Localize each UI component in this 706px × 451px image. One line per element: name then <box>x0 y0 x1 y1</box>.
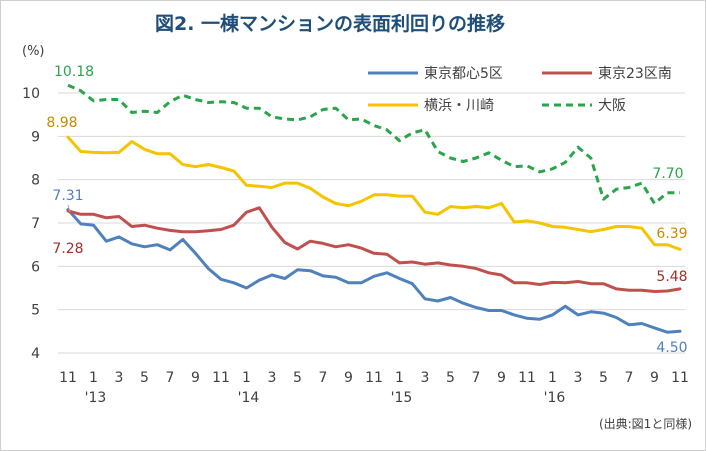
x-year-label: '14 <box>238 390 260 406</box>
legend-label: 東京23区南 <box>598 66 672 82</box>
x-year-label: '15 <box>391 390 413 406</box>
x-tick-label: 1 <box>395 370 404 386</box>
chart-title: 図2. 一棟マンションの表面利回りの推移 <box>155 12 505 35</box>
x-tick-label: 7 <box>625 370 634 386</box>
x-tick-label: 9 <box>497 370 506 386</box>
x-tick-label: 3 <box>115 370 124 386</box>
y-axis-ticks: 4 5 6 7 8 9 10 <box>22 86 40 362</box>
y-tick-label: 4 <box>31 346 40 362</box>
data-label-last: 6.39 <box>656 226 687 242</box>
data-label-first: 8.98 <box>46 115 77 131</box>
x-tick-label: 5 <box>599 370 608 386</box>
x-tick-label: 11 <box>365 370 383 386</box>
y-tick-label: 10 <box>22 86 40 102</box>
gridlines <box>58 92 685 354</box>
data-label-last: 5.48 <box>656 269 687 285</box>
y-tick-label: 8 <box>31 173 40 189</box>
x-tick-label: 11 <box>59 370 77 386</box>
x-tick-label: 7 <box>166 370 175 386</box>
x-tick-label: 1 <box>242 370 251 386</box>
x-tick-label: 5 <box>446 370 455 386</box>
x-tick-label: 9 <box>650 370 659 386</box>
x-tick-label: 5 <box>140 370 149 386</box>
x-tick-label: 11 <box>518 370 536 386</box>
legend-label: 東京都心5区 <box>424 66 503 82</box>
data-label-first: 7.31 <box>52 188 83 204</box>
source-note: (出典:図1と同様) <box>599 417 692 431</box>
series-lines <box>66 83 682 334</box>
series-line-0 <box>66 208 682 334</box>
legend-label: 大阪 <box>598 98 626 114</box>
y-tick-label: 7 <box>31 216 40 232</box>
data-label-last: 4.50 <box>656 340 687 356</box>
y-tick-label: 9 <box>31 129 40 145</box>
x-tick-label: 9 <box>191 370 200 386</box>
x-tick-label: 11 <box>671 370 689 386</box>
x-tick-label: 9 <box>344 370 353 386</box>
x-tick-label: 3 <box>421 370 430 386</box>
x-year-label: '16 <box>544 390 566 406</box>
x-tick-label: 5 <box>293 370 302 386</box>
data-label-last: 7.70 <box>652 166 683 182</box>
x-tick-label: 3 <box>268 370 277 386</box>
data-label-first: 10.18 <box>54 64 94 80</box>
unit-label: (%) <box>22 44 45 59</box>
x-tick-label: 11 <box>212 370 230 386</box>
x-tick-label: 7 <box>472 370 481 386</box>
legend-label: 横浜・川崎 <box>424 98 494 114</box>
y-tick-label: 6 <box>31 259 40 275</box>
data-labels: 7.31 4.50 7.28 5.48 8.98 6.39 10.18 7.70 <box>46 64 687 356</box>
series-line-1 <box>66 206 682 293</box>
y-tick-label: 5 <box>31 303 40 319</box>
series-line-3 <box>67 83 680 205</box>
x-tick-label: 3 <box>574 370 583 386</box>
x-tick-label: 1 <box>548 370 557 386</box>
x-axis-ticks: 11 1 3 5 7 9 11 1 3 5 7 9 11 1 3 5 7 9 11 1 3 5 7 9 11'13'14'15 '… <box>59 370 689 406</box>
x-tick-label: 7 <box>319 370 328 386</box>
label-leader <box>67 204 71 213</box>
x-year-label: '13 <box>85 390 107 406</box>
data-label-first: 7.28 <box>52 241 83 257</box>
series-line-2 <box>66 135 682 251</box>
x-tick-label: 1 <box>89 370 98 386</box>
